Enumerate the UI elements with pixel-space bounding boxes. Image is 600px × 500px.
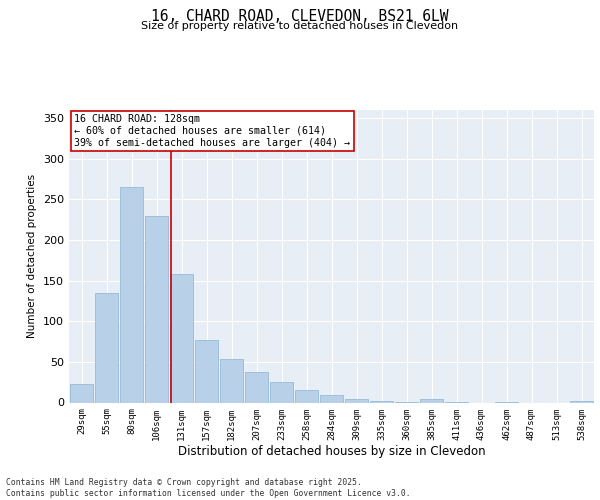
Bar — [95, 293, 118, 403]
Text: Size of property relative to detached houses in Clevedon: Size of property relative to detached ho… — [142, 21, 458, 31]
Text: 16, CHARD ROAD, CLEVEDON, BS21 6LW: 16, CHARD ROAD, CLEVEDON, BS21 6LW — [151, 9, 449, 24]
Bar — [320, 395, 343, 402]
Text: Contains HM Land Registry data © Crown copyright and database right 2025.
Contai: Contains HM Land Registry data © Crown c… — [6, 478, 410, 498]
Bar — [195, 340, 218, 402]
Bar — [420, 399, 443, 402]
Text: 16 CHARD ROAD: 128sqm
← 60% of detached houses are smaller (614)
39% of semi-det: 16 CHARD ROAD: 128sqm ← 60% of detached … — [74, 114, 350, 148]
Y-axis label: Number of detached properties: Number of detached properties — [28, 174, 37, 338]
Bar — [345, 399, 368, 402]
Bar — [370, 401, 393, 402]
Bar — [70, 384, 93, 402]
Bar — [220, 360, 243, 403]
Bar — [145, 216, 168, 402]
Bar — [170, 274, 193, 402]
Bar — [120, 187, 143, 402]
Bar — [245, 372, 268, 402]
Bar — [295, 390, 318, 402]
Bar — [270, 382, 293, 402]
X-axis label: Distribution of detached houses by size in Clevedon: Distribution of detached houses by size … — [178, 445, 485, 458]
Bar — [570, 401, 593, 402]
